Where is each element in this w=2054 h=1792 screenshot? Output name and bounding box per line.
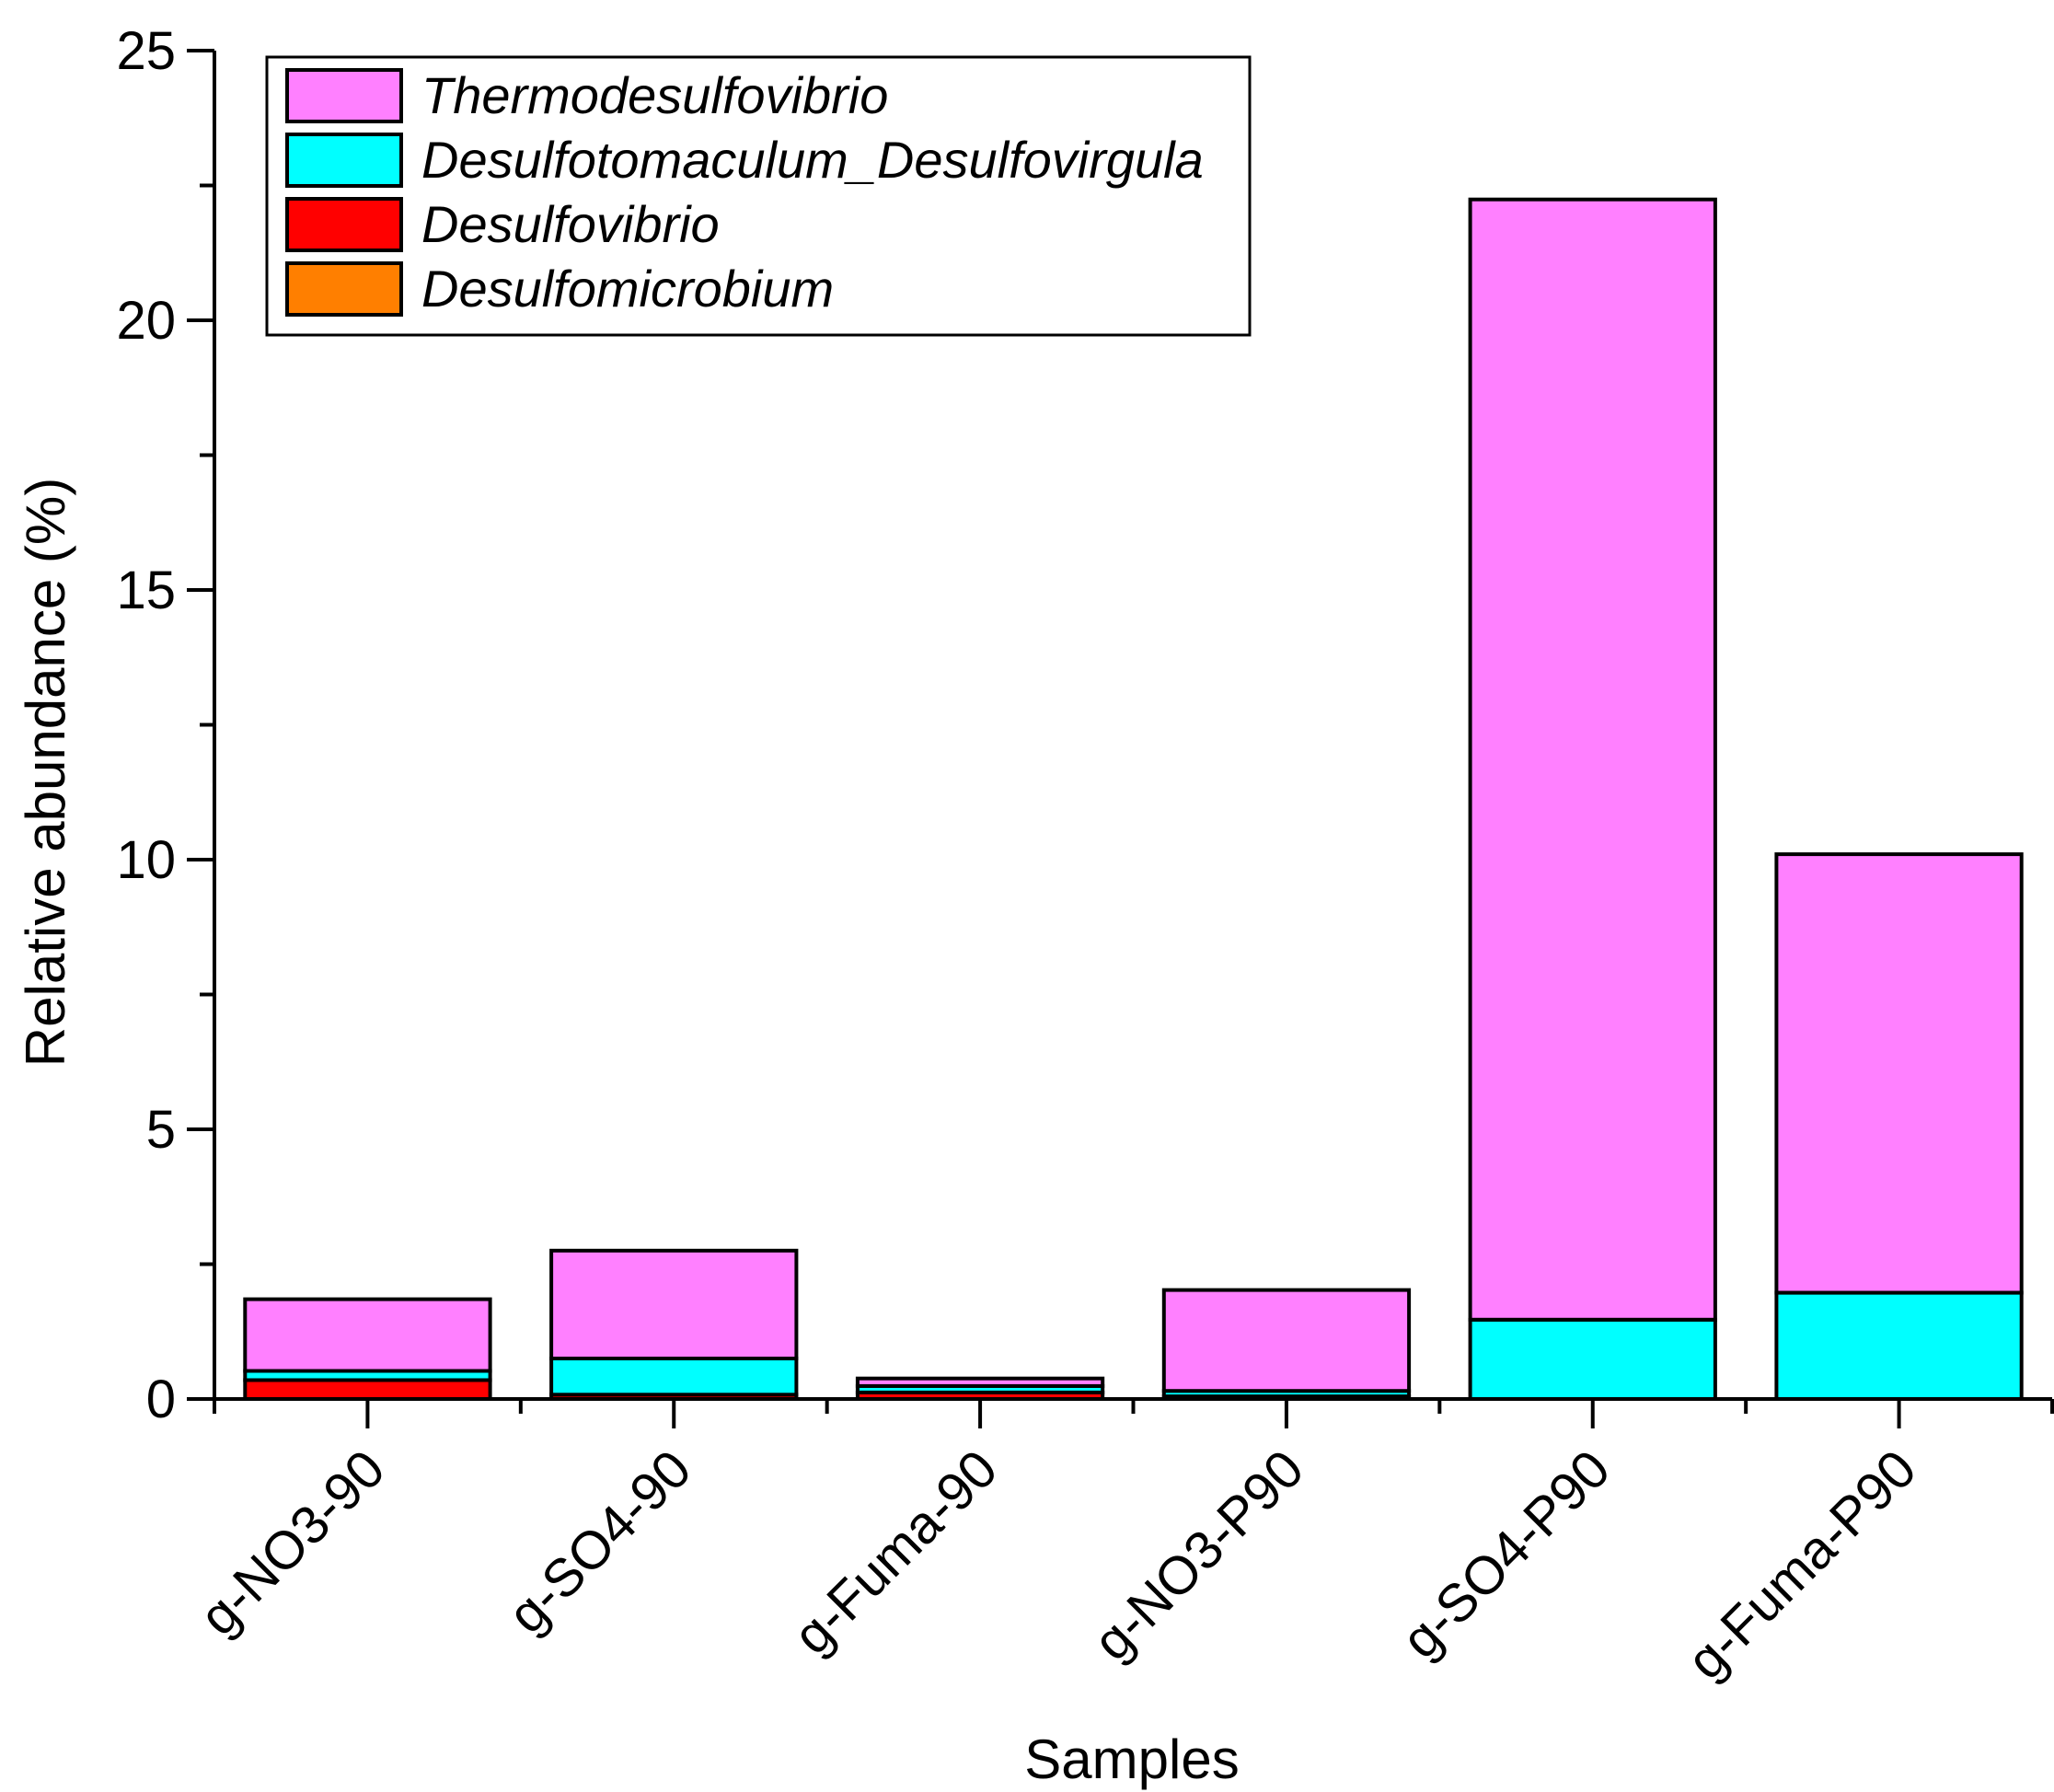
x-tick-label: g-Fuma-P90: [1676, 1439, 1928, 1691]
legend: Thermodesulfovibrio Desulfotomaculum_Desu…: [265, 55, 1252, 337]
legend-swatch-Desulfomicrobium: [285, 261, 403, 317]
bar-g-SO4-90-Thermodesulfovibrio: [549, 1248, 799, 1361]
legend-label-Thermodesulfovibrio: Thermodesulfovibrio: [421, 66, 888, 124]
legend-swatch-Desulfotomaculum_Desulfovirgula: [285, 133, 403, 188]
bar-g-Fuma-P90-Desulfotomaculum_Desulfovirgula: [1774, 1290, 2024, 1401]
bar-g-NO3-90-Desulfovibrio: [243, 1378, 492, 1401]
x-tick-label: g-NO3-90: [189, 1439, 397, 1647]
legend-swatch-Thermodesulfovibrio: [285, 68, 403, 123]
y-tick-label: 20: [116, 291, 176, 351]
bar-g-SO4-P90-Thermodesulfovibrio: [1468, 197, 1717, 1322]
x-tick-label: g-Fuma-90: [782, 1439, 1010, 1666]
x-tick-label: g-SO4-P90: [1390, 1439, 1621, 1670]
bar-g-NO3-P90-Thermodesulfovibrio: [1161, 1288, 1412, 1393]
bar-g-Fuma-P90-Thermodesulfovibrio: [1774, 852, 2024, 1295]
legend-label-Desulfomicrobium: Desulfomicrobium: [421, 260, 834, 318]
y-tick-label: 25: [116, 21, 176, 81]
legend-label-Desulfotomaculum_Desulfovirgula: Desulfotomaculum_Desulfovirgula: [421, 131, 1204, 189]
y-tick-label: 0: [146, 1370, 176, 1429]
y-tick-label: 10: [116, 830, 176, 890]
x-tick-label: g-SO4-90: [497, 1439, 703, 1645]
x-tick-label: g-NO3-P90: [1082, 1439, 1315, 1671]
bar-g-SO4-90-Desulfotomaculum_Desulfovirgula: [549, 1357, 799, 1397]
legend-label-Desulfovibrio: Desulfovibrio: [421, 195, 720, 253]
bars-group: [243, 197, 2024, 1402]
y-axis-title: Relative abundance (%): [15, 478, 76, 1067]
legend-frame: [265, 55, 1252, 337]
legend-swatch-Desulfovibrio: [285, 197, 403, 252]
bar-g-NO3-90-Thermodesulfovibrio: [243, 1297, 492, 1373]
y-tick-label: 15: [116, 561, 176, 620]
bar-g-Fuma-90-Thermodesulfovibrio: [855, 1376, 1105, 1388]
x-axis-title: Samples: [1024, 1728, 1239, 1790]
bar-g-SO4-P90-Desulfotomaculum_Desulfovirgula: [1468, 1317, 1717, 1402]
y-tick-label: 5: [146, 1100, 176, 1160]
